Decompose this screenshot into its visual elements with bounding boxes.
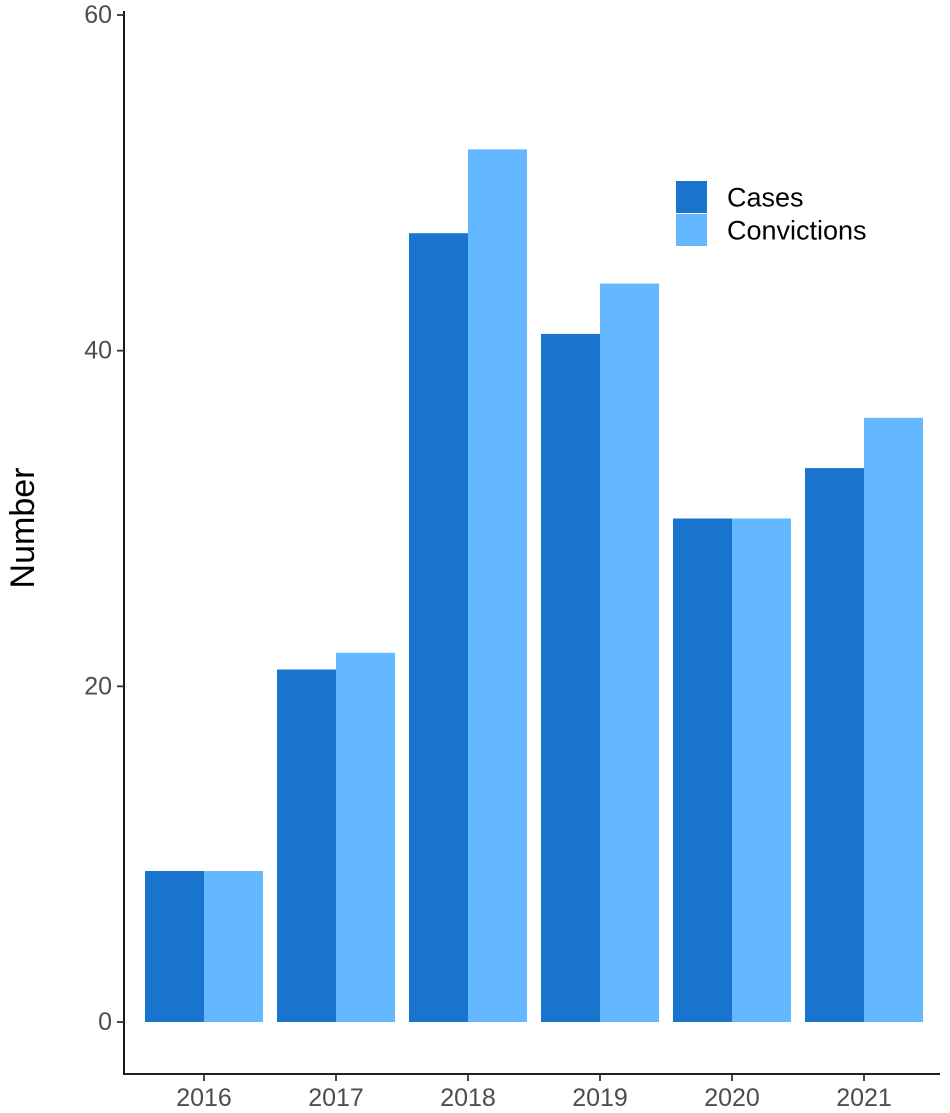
bar-convictions-2019 [600, 283, 659, 1022]
y-axis-ticks: 0 20 40 60 [84, 1, 124, 1036]
legend-key-cases [676, 181, 707, 213]
x-tick-label-2021: 2021 [836, 1084, 892, 1112]
y-tick-label-20: 20 [84, 672, 112, 700]
bar-cases-2020 [673, 518, 732, 1022]
y-tick-label-0: 0 [98, 1008, 112, 1036]
x-tick-label-2017: 2017 [308, 1084, 364, 1112]
bar-cases-2018 [409, 233, 468, 1022]
bar-convictions-2018 [468, 149, 527, 1023]
legend-label-convictions: Convictions [727, 216, 867, 246]
legend-label-cases: Cases [727, 183, 804, 213]
x-tick-label-2019: 2019 [572, 1084, 628, 1112]
x-tick-label-2016: 2016 [176, 1084, 232, 1112]
y-axis-title: Number [4, 468, 42, 589]
bar-convictions-2017 [336, 652, 395, 1022]
bar-convictions-2016 [204, 871, 263, 1022]
bars-group [145, 149, 923, 1023]
x-tick-label-2020: 2020 [704, 1084, 760, 1112]
bar-cases-2017 [277, 669, 336, 1022]
x-axis-ticks: 2016 2017 2018 2019 2020 2021 [176, 1074, 892, 1112]
bar-convictions-2020 [732, 518, 791, 1022]
bar-convictions-2021 [864, 417, 923, 1022]
y-tick-label-40: 40 [84, 337, 112, 365]
y-tick-label-60: 60 [84, 1, 112, 29]
legend-key-convictions [676, 214, 707, 246]
bar-cases-2019 [541, 333, 600, 1022]
bar-cases-2016 [145, 871, 204, 1022]
bar-cases-2021 [805, 468, 864, 1023]
x-tick-label-2018: 2018 [440, 1084, 496, 1112]
